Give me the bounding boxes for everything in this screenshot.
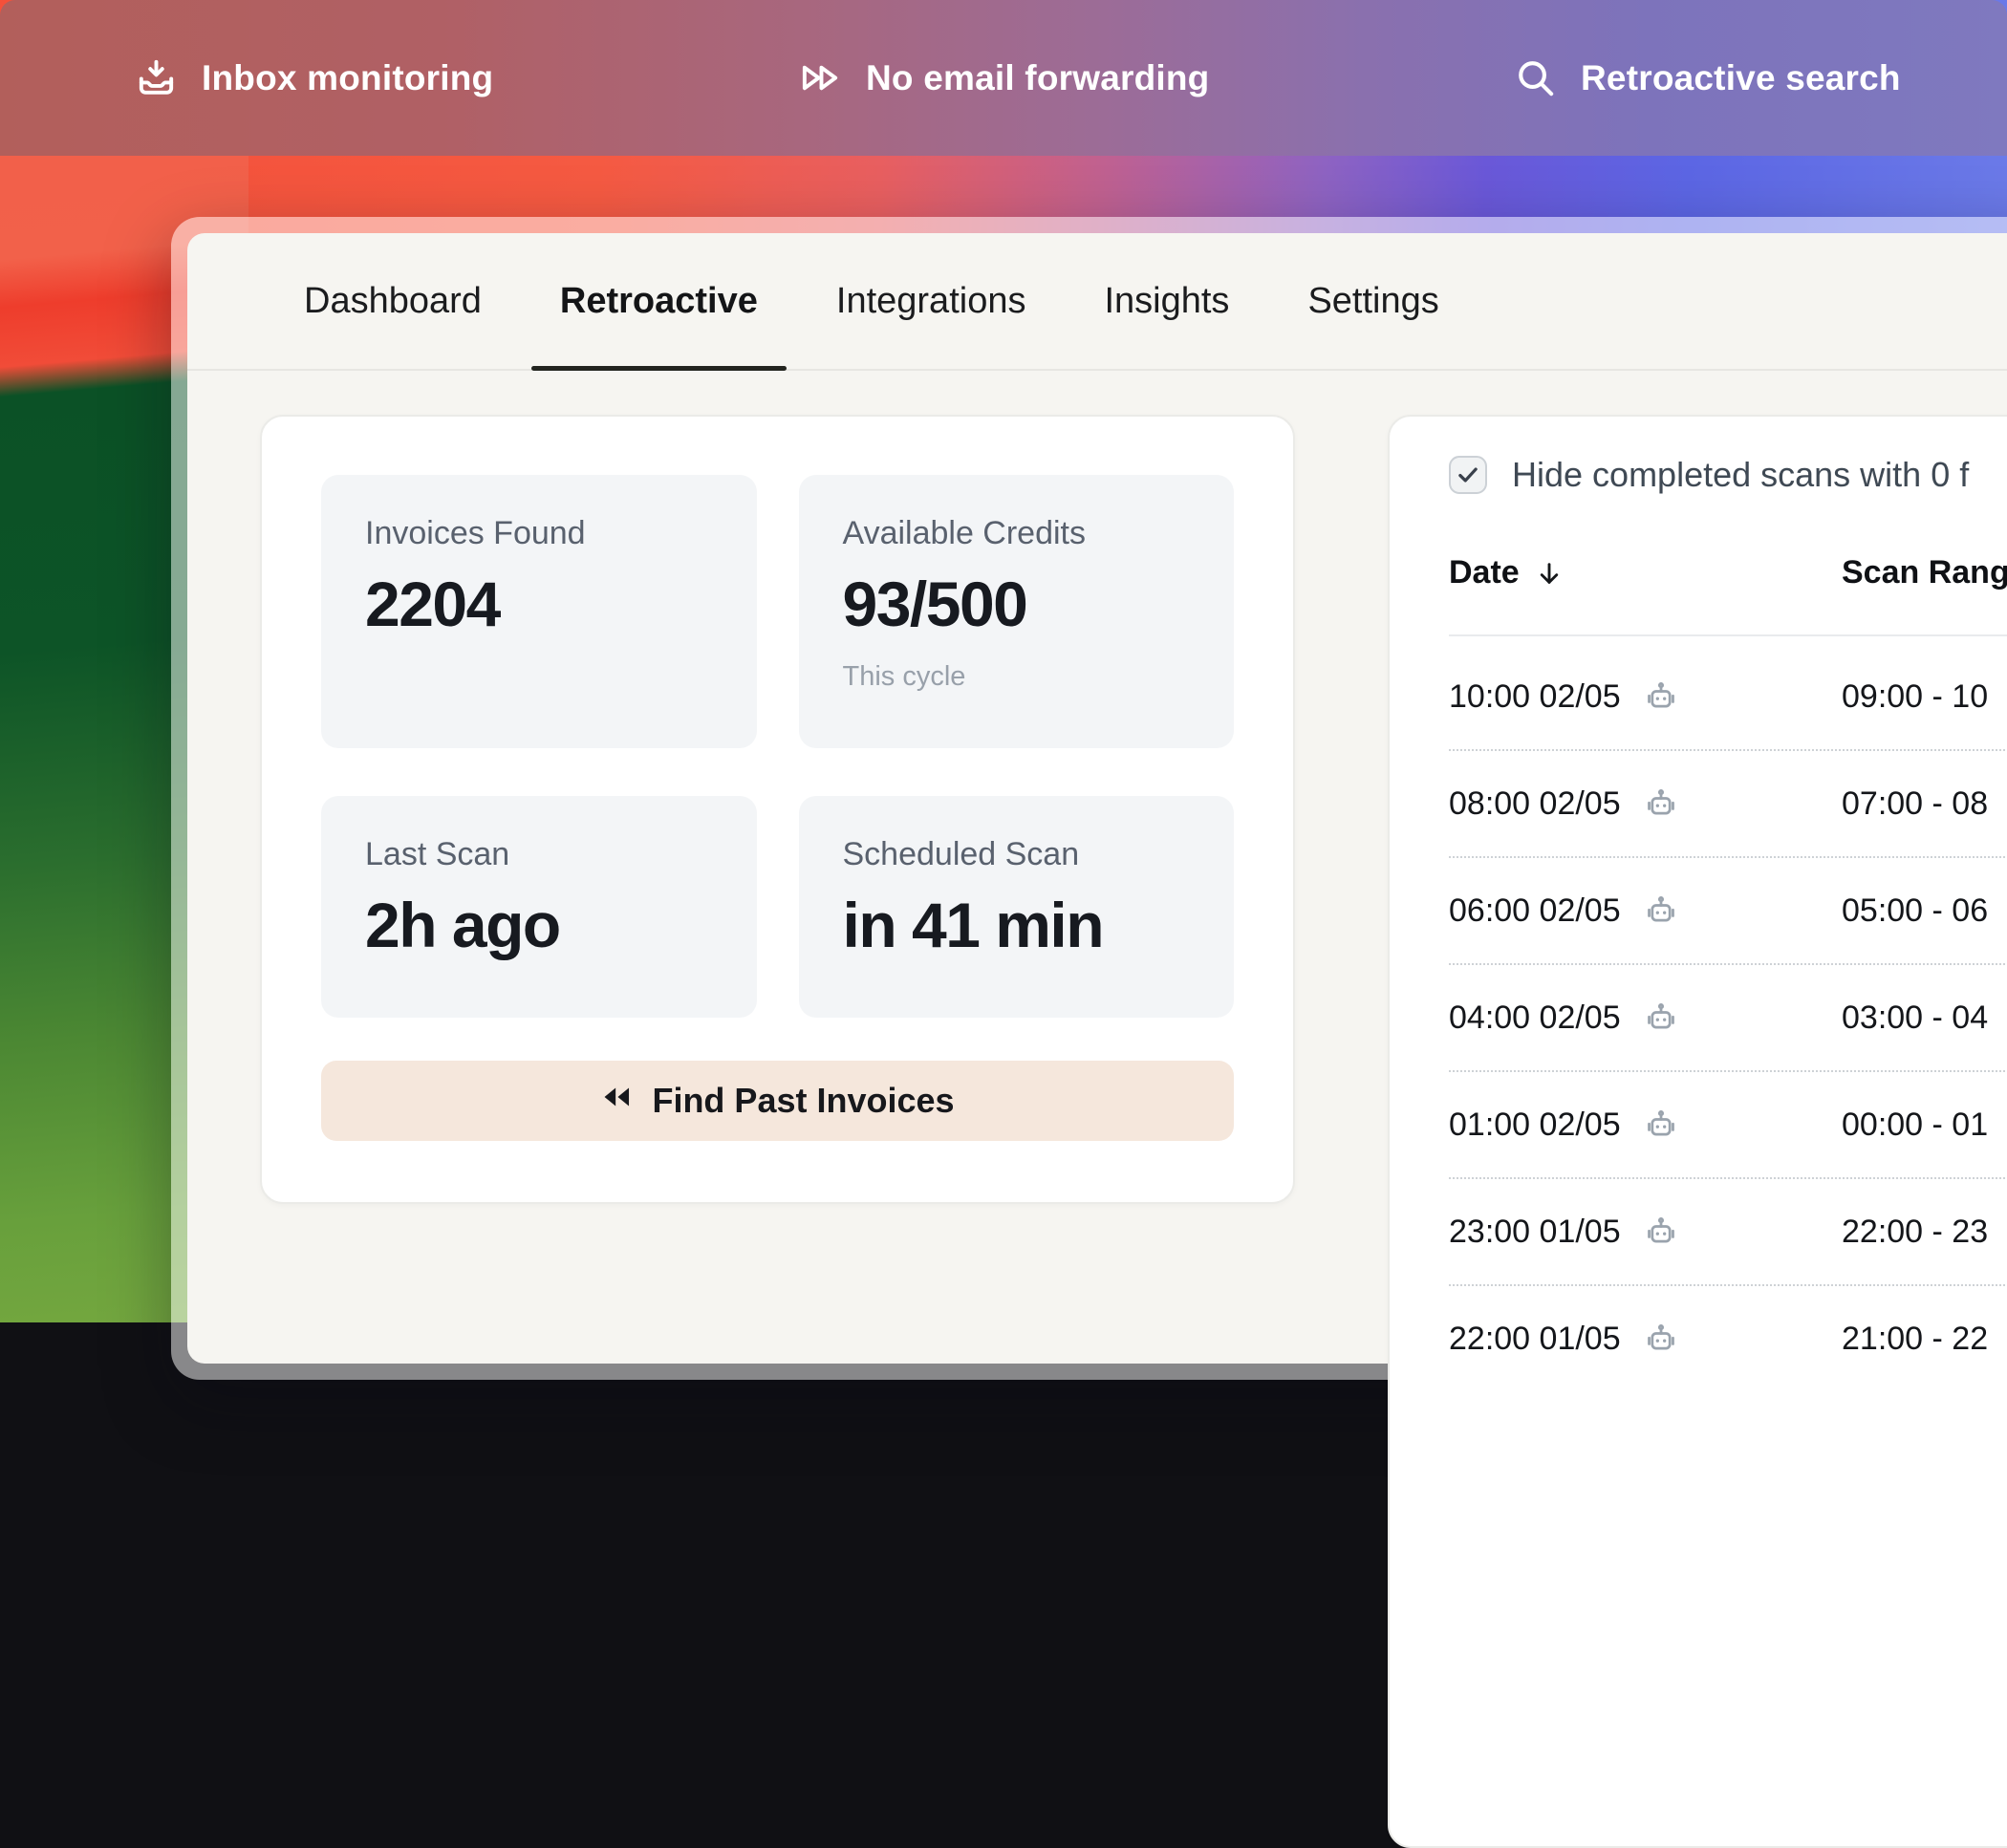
scan-date-cell: 22:00 01/05 [1449,1318,1682,1360]
stat-tile-last-scan: Last Scan 2h ago [321,796,757,1018]
scan-table-row[interactable]: 08:00 02/05 07:00 - 08 [1449,751,2007,858]
robot-icon [1647,1003,1674,1029]
scan-table-row[interactable]: 04:00 02/05 03:00 - 04 [1449,965,2007,1072]
filter-label: Hide completed scans with 0 f [1512,455,1970,494]
feature-retroactive-search: Retroactive search [1513,0,1901,156]
scan-date-cell: 08:00 02/05 [1449,783,1682,825]
tab-settings[interactable]: Settings [1307,280,1439,321]
stat-tile-invoices-found: Invoices Found 2204 [321,475,757,748]
tab-bar: Dashboard Retroactive Integrations Insig… [187,233,2007,371]
feature-no-forwarding: No email forwarding [798,0,1209,156]
scan-range-cell: 03:00 - 04 [1842,999,1989,1036]
stat-tile-scheduled-scan: Scheduled Scan in 41 min [798,796,1234,1018]
scan-date-cell: 01:00 02/05 [1449,1104,1682,1146]
robot-icon [1647,1217,1674,1243]
robot-icon [1647,896,1674,922]
header-divider [1449,634,2007,636]
scans-card: Hide completed scans with 0 f Date Scan … [1388,415,2007,1848]
scans-table-header: Date Scan Range [1449,554,2007,596]
app-window: Dashboard Retroactive Integrations Insig… [187,233,2007,1848]
feature-inbox-monitoring: Inbox monitoring [134,0,493,156]
stat-value: 93/500 [842,569,1028,639]
scan-date-cell: 10:00 02/05 [1449,676,1682,718]
scan-table-row[interactable]: 06:00 02/05 05:00 - 06 [1449,858,2007,965]
stat-tile-available-credits: Available Credits 93/500 This cycle [798,475,1234,748]
stat-value: 2h ago [365,890,561,960]
scan-table-row[interactable]: 10:00 02/05 09:00 - 10 [1449,644,2007,751]
scan-range-cell: 09:00 - 10 [1842,677,1989,715]
find-past-invoices-button[interactable]: Find Past Invoices [321,1061,1234,1141]
stat-label: Available Credits [842,515,1087,551]
fast-forward-icon [798,55,843,100]
overview-card: Invoices Found 2204 Available Credits 93… [260,415,1295,1204]
stat-label: Scheduled Scan [842,836,1080,872]
scan-date-cell: 06:00 02/05 [1449,890,1682,932]
scan-date-cell: 23:00 01/05 [1449,1211,1682,1253]
date-header-label: Date [1449,554,1520,591]
rewind-icon [600,1081,633,1122]
robot-icon [1647,1110,1674,1136]
robot-icon [1647,789,1674,815]
filter-row: Hide completed scans with 0 f [1449,455,2007,495]
scan-range-cell: 05:00 - 06 [1842,892,1989,929]
app-window-frame: Dashboard Retroactive Integrations Insig… [171,217,2007,1848]
tab-retroactive[interactable]: Retroactive [530,233,787,371]
feature-label: No email forwarding [866,57,1210,97]
stat-value: in 41 min [842,890,1105,960]
scan-range-cell: 07:00 - 08 [1842,784,1989,822]
tab-insights[interactable]: Insights [1104,280,1230,321]
tab-dashboard[interactable]: Dashboard [304,280,482,321]
robot-icon [1647,682,1674,708]
hide-completed-checkbox[interactable] [1449,456,1487,494]
stat-tiles: Invoices Found 2204 Available Credits 93… [321,475,1234,1018]
column-header-date[interactable]: Date [1449,554,1564,591]
feature-label: Inbox monitoring [202,57,494,97]
search-icon [1513,55,1558,100]
stat-label: Last Scan [365,836,510,872]
scan-date-cell: 04:00 02/05 [1449,997,1682,1039]
stat-label: Invoices Found [365,515,586,551]
feature-banner: Inbox monitoring No email forwarding Ret… [0,0,2007,156]
scan-range-cell: 00:00 - 01 [1842,1106,1989,1143]
scan-table-row[interactable]: 22:00 01/05 21:00 - 22 [1449,1286,2007,1391]
robot-icon [1647,1324,1674,1350]
column-header-scan-range: Scan Range [1842,554,2007,591]
stat-value: 2204 [365,569,501,639]
scan-range-cell: 22:00 - 23 [1842,1213,1989,1250]
tab-integrations[interactable]: Integrations [835,280,1026,321]
scan-table-row[interactable]: 01:00 02/05 00:00 - 01 [1449,1072,2007,1179]
feature-label: Retroactive search [1581,57,1901,97]
check-icon [1458,467,1478,483]
inbox-download-icon [134,55,179,100]
scan-range-cell: 21:00 - 22 [1842,1320,1989,1357]
stat-note: This cycle [842,661,966,692]
find-past-invoices-label: Find Past Invoices [652,1081,955,1120]
scan-table-row[interactable]: 23:00 01/05 22:00 - 23 [1449,1179,2007,1286]
sort-desc-icon [1540,562,1558,584]
